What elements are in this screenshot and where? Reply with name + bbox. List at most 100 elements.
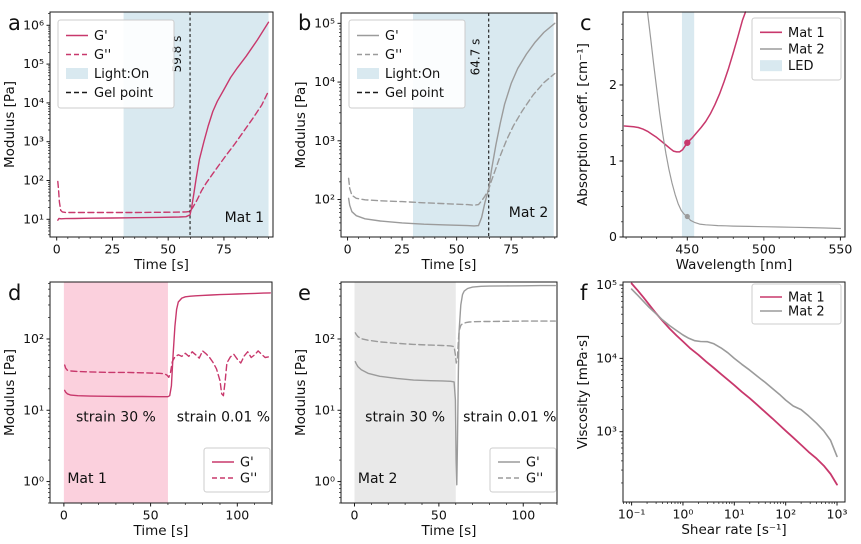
svg-text:50: 50 [431,508,447,523]
panel-c-series-mat1-absorption [623,11,747,153]
panel-d-legend: G'G'' [203,447,271,493]
panel-f-y-axis-label: Viscosity [mPa·s] [575,335,591,450]
panel-c-legend-label-1: Mat 2 [788,43,825,58]
panel-c-legend-label-2: LED [788,59,813,74]
panel-a-legend-label-0: G' [94,29,108,44]
svg-text:10³: 10³ [23,134,44,149]
panel-c-x-axis-label: Wavelength [nm] [676,257,793,273]
panel-d-ticks: 0 50 100 10⁰ 10¹ 10² [23,283,273,523]
panel-f-ticks: 10⁻¹ 10⁰ 10¹ 10² 10³ 10³ 10⁴ 10⁵ [596,277,847,521]
svg-text:10²: 10² [314,192,335,207]
svg-text:10¹: 10¹ [23,402,44,417]
panel-b-axes-frame [340,12,558,238]
panel-d-x-axis-label: Time [s] [133,523,189,539]
svg-text:10²: 10² [23,173,44,188]
svg-text:0: 0 [344,242,352,257]
panel-e-axes-frame [340,281,558,504]
panel-e-y-axis-label: Modulus [Pa] [293,349,309,436]
svg-text:50: 50 [449,242,465,257]
panel-c-legend-label-0: Mat 1 [788,26,825,41]
panel-f-legend-label-0: Mat 1 [788,291,825,306]
svg-text:500: 500 [752,242,776,257]
panel-a-letter: a [8,11,21,35]
panel-e-annotation-0: strain 30 % [365,409,445,425]
panel-d-legend-label-1: G'' [240,472,257,487]
svg-text:10⁰: 10⁰ [314,474,335,489]
svg-text:10⁰: 10⁰ [672,507,693,522]
svg-text:25: 25 [394,242,410,257]
panel-a-series-g-double-prime [57,90,270,214]
panel-b-ticks: 0 25 50 75 10² 10³ 10⁴ 10⁵ [314,15,556,257]
panel-b: 64.7 s 0 25 50 75 10² 10³ 10⁴ 10⁵ Time [s] Modulus… [293,11,558,273]
panel-d-axes-frame [49,281,273,504]
svg-text:10⁵: 10⁵ [23,56,44,71]
svg-text:50: 50 [160,242,176,257]
panel-d-annotation-2: Mat 1 [67,471,107,487]
panel-d-y-axis-label: Modulus [Pa] [2,349,18,436]
panel-f: 10⁻¹ 10⁰ 10¹ 10² 10³ 10³ 10⁴ 10⁵ Shear rate [s⁻¹… [575,277,847,538]
svg-text:450: 450 [675,242,699,257]
panel-b-legend-label-3: Gel point [385,86,444,101]
panel-a-x-axis-label: Time [s] [133,257,189,273]
panel-a-legend-label-1: G'' [94,48,111,63]
svg-text:100: 100 [511,508,535,523]
svg-text:75: 75 [503,242,519,257]
panel-f-letter: f [580,281,588,305]
svg-text:10⁴: 10⁴ [23,95,44,110]
svg-text:10⁵: 10⁵ [314,15,335,30]
panel-a-series-g-prime [57,21,270,221]
svg-text:10²: 10² [23,331,44,346]
svg-text:0: 0 [53,242,61,257]
panel-b-legend-label-1: G'' [385,48,402,63]
panel-b-legend-label-0: G' [385,29,399,44]
panel-d-series-g-prime [64,292,271,398]
panel-b-letter: b [298,11,311,35]
panel-e-legend: G'G'' [489,447,557,493]
panel-b-series-g-prime [347,22,556,227]
panel-e-series-g-prime [354,284,556,486]
svg-text:10¹: 10¹ [23,211,44,226]
svg-text:75: 75 [216,242,232,257]
panel-e-ticks: 0 50 100 10⁰ 10¹ 10² [314,283,558,523]
svg-text:50: 50 [143,508,159,523]
svg-text:10⁶: 10⁶ [23,17,44,32]
panel-e-annotation-2: Mat 2 [358,471,398,487]
svg-text:10³: 10³ [314,133,335,148]
panel-d: 0 50 100 10⁰ 10¹ 10² Time [s] Modulus [Pa] G'G''… [2,281,273,539]
panel-b-annotation-0: Mat 2 [509,205,549,221]
panel-e-x-axis-label: Time [s] [421,523,477,539]
panel-c-marker-1 [684,213,690,220]
panel-c-ticks: 450 500 550 0 1 2 [609,23,852,257]
panel-b-series-g-double-prime [347,72,556,206]
panel-b-y-axis-label: Modulus [Pa] [293,81,309,168]
svg-text:0: 0 [351,508,359,523]
panel-c-shaded-region-0 [681,12,695,237]
svg-text:1: 1 [609,153,617,168]
panel-b-gel-time-annotation: 64.7 s [469,39,483,76]
panel-e-letter: e [298,281,311,305]
svg-text:550: 550 [828,242,852,257]
panel-c-letter: c [580,11,592,35]
svg-text:10²: 10² [775,507,796,522]
panel-d-letter: d [8,281,21,305]
panel-f-legend-label-1: Mat 2 [788,305,825,320]
panel-a-legend: G' G'' Light:On Gel point [57,19,175,109]
panel-a-ticks: 0 25 50 75 10¹ 10² 10³ 10⁴ 10⁵ 10⁶ [23,13,269,257]
svg-text:2: 2 [609,77,617,92]
panel-f-series-mat2-viscosity [630,288,838,458]
svg-text:10⁵: 10⁵ [596,277,617,292]
panel-a-annotation-0: Mat 1 [225,210,265,226]
svg-text:25: 25 [104,242,120,257]
panel-a-legend-label-3: Gel point [94,86,153,101]
panel-c: 450 500 550 0 1 2 Wavelength [nm] Absorption co… [575,11,852,273]
svg-text:10⁴: 10⁴ [596,350,617,365]
panel-a-legend-label-2: Light:On [94,67,149,82]
panel-b-x-axis-label: Time [s] [421,257,477,273]
panel-d-annotation-1: strain 0.01 % [177,409,270,425]
svg-text:0: 0 [60,508,68,523]
svg-text:10⁰: 10⁰ [23,474,44,489]
panel-e-annotation-1: strain 0.01 % [463,409,556,425]
